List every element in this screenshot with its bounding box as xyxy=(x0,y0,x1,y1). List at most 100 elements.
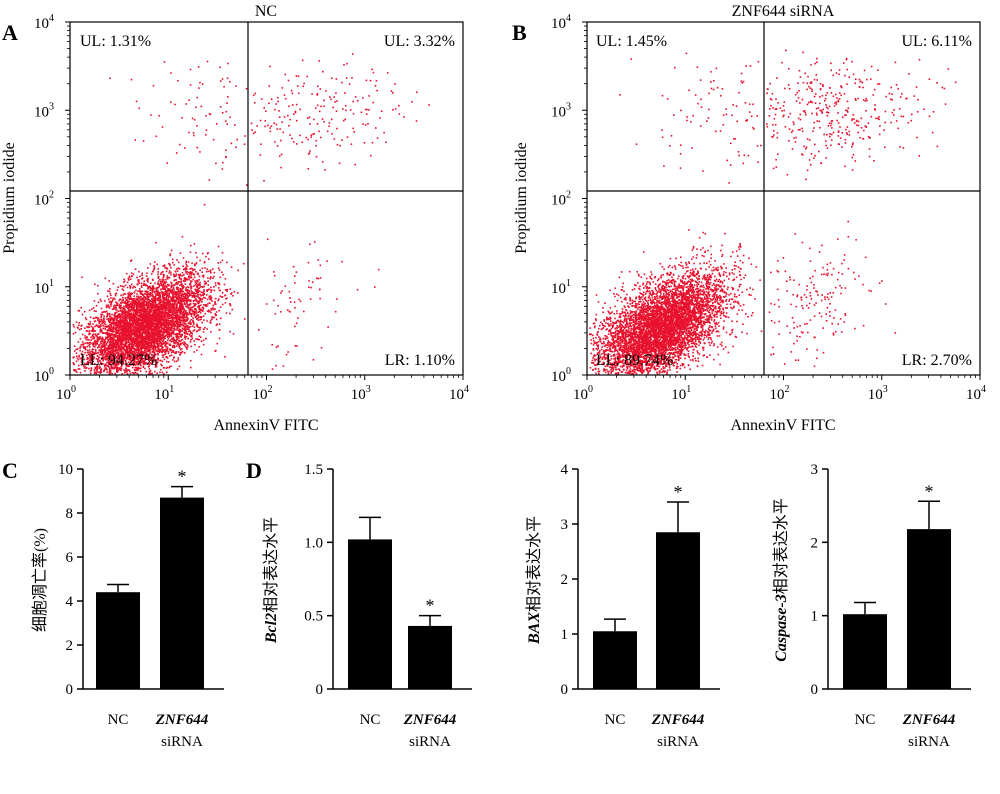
event-dot xyxy=(106,316,108,318)
event-dot xyxy=(196,323,198,326)
event-dot xyxy=(122,325,125,327)
event-dot xyxy=(229,304,232,307)
event-dot xyxy=(151,278,154,281)
event-dot xyxy=(197,287,200,290)
event-dot xyxy=(144,297,147,300)
event-dot xyxy=(163,358,166,361)
event-dot xyxy=(111,300,114,302)
event-dot xyxy=(202,315,205,317)
event-dot xyxy=(133,369,136,371)
event-dot xyxy=(188,307,190,310)
event-dot xyxy=(207,310,210,313)
event-dot xyxy=(100,315,102,318)
event-dot xyxy=(160,291,163,293)
event-dot xyxy=(162,271,164,273)
event-dot xyxy=(186,328,188,331)
event-dot xyxy=(178,293,180,295)
event-dot xyxy=(193,351,196,353)
event-dot xyxy=(124,327,127,330)
event-dot xyxy=(120,314,122,317)
event-dot xyxy=(211,316,213,318)
event-dot xyxy=(202,310,204,312)
event-dot xyxy=(107,348,109,351)
event-dot xyxy=(136,283,139,286)
event-dot xyxy=(123,333,126,336)
event-dot xyxy=(103,343,106,346)
event-dot xyxy=(196,292,198,294)
event-dot xyxy=(134,331,136,334)
event-dot xyxy=(218,329,221,331)
event-dot xyxy=(194,284,197,286)
event-dot xyxy=(167,323,169,326)
event-dot xyxy=(175,309,177,311)
event-dot xyxy=(173,323,176,325)
event-dot xyxy=(169,254,171,257)
event-dot xyxy=(81,324,83,327)
event-dot xyxy=(176,283,178,285)
event-dot xyxy=(89,323,91,325)
event-dot xyxy=(173,314,175,317)
event-dot xyxy=(140,361,142,363)
event-dot xyxy=(197,311,200,313)
event-dot xyxy=(152,296,155,298)
event-dot xyxy=(147,286,149,288)
event-dot xyxy=(82,346,85,348)
event-dot xyxy=(125,361,127,363)
event-dot xyxy=(194,292,197,295)
event-dot xyxy=(160,363,162,366)
event-dot xyxy=(218,269,221,271)
event-dot xyxy=(232,294,234,297)
event-dot xyxy=(177,267,180,270)
event-dot xyxy=(144,348,146,350)
event-dot xyxy=(170,325,173,328)
event-dot xyxy=(162,354,165,356)
event-dot xyxy=(105,337,108,340)
event-dot xyxy=(167,308,170,310)
event-dot xyxy=(124,284,127,287)
event-dot xyxy=(187,306,189,309)
event-dot xyxy=(153,287,155,290)
event-dot xyxy=(177,342,180,344)
event-dot xyxy=(197,280,199,283)
event-dot xyxy=(140,324,143,326)
event-dot xyxy=(164,320,167,323)
event-dot xyxy=(175,299,178,302)
event-dot xyxy=(137,346,140,348)
event-dot xyxy=(163,294,166,297)
event-dot xyxy=(174,360,176,363)
event-dot xyxy=(175,268,178,270)
event-dot xyxy=(126,286,129,289)
event-dot xyxy=(113,305,115,308)
event-dot xyxy=(179,349,182,351)
event-dot xyxy=(179,284,181,287)
event-dot xyxy=(202,296,205,299)
event-dot xyxy=(193,312,196,314)
event-dot xyxy=(83,346,86,349)
event-dot xyxy=(168,270,171,272)
event-dot xyxy=(195,271,197,273)
event-dot xyxy=(206,289,208,291)
event-dot xyxy=(170,303,173,305)
event-dot xyxy=(198,283,201,285)
event-dot xyxy=(128,300,131,303)
event-dot xyxy=(168,366,170,369)
event-dot xyxy=(160,288,162,291)
event-dot xyxy=(115,366,117,369)
event-dot xyxy=(104,311,107,313)
event-dot xyxy=(207,258,210,260)
event-dot xyxy=(159,348,161,350)
event-dot xyxy=(110,343,113,346)
event-dot xyxy=(188,329,191,332)
event-dot xyxy=(170,307,172,309)
event-dot xyxy=(180,281,182,283)
event-dot xyxy=(90,336,92,339)
event-dot xyxy=(164,309,167,311)
event-dot xyxy=(135,358,137,360)
event-dot xyxy=(115,301,118,304)
event-dot xyxy=(126,321,128,324)
event-dot xyxy=(155,324,157,326)
event-dot xyxy=(198,279,200,281)
event-dot xyxy=(140,346,143,348)
event-dot xyxy=(78,322,80,324)
event-dot xyxy=(137,330,140,333)
